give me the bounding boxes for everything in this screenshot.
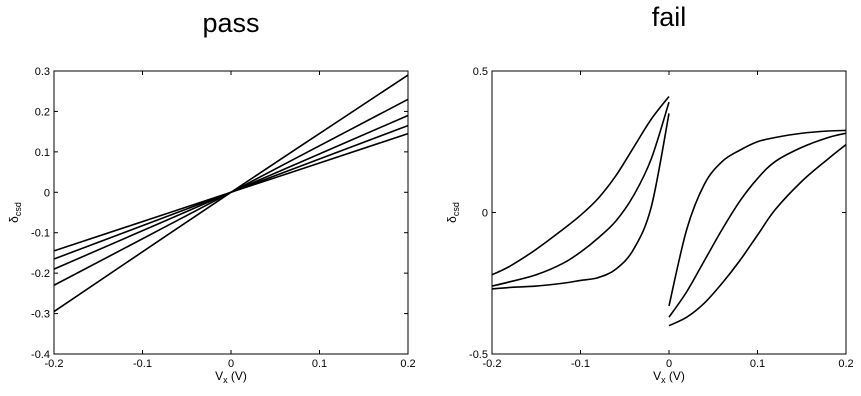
y-tick-label: 0 [482, 208, 488, 220]
x-axis-label: Vx (V) [215, 369, 247, 385]
chart-title: fail [652, 2, 687, 32]
x-axis-label: Vx (V) [653, 369, 685, 385]
x-axis-label-unit: (V) [231, 369, 247, 383]
x-axis-label-main: V [653, 369, 661, 383]
y-tick-label: -0.2 [31, 268, 50, 280]
y-tick-label: 0.1 [35, 147, 50, 159]
x-tick-label: 0.1 [312, 358, 327, 370]
series-line-4 [668, 129, 847, 307]
y-axis-label: δcsd [7, 202, 23, 223]
series-line-6 [668, 143, 847, 327]
x-axis-label-main: V [215, 369, 223, 383]
x-axis-label-unit: (V) [669, 369, 685, 383]
plot-frame [53, 70, 409, 355]
y-tick-label: -0.5 [469, 349, 488, 361]
chart-panel-pass: pass -0.2 -0.1 0 0.1 0.2 -0.4 -0.3 -0.2 -0.1 0 0.1 0… [7, 8, 416, 385]
y-axis-label-main: δ [7, 216, 21, 223]
y-tick-label: -0.1 [31, 228, 50, 240]
x-axis-label-sub: x [223, 375, 228, 385]
series-line-1 [491, 95, 670, 276]
x-axis-label-sub: x [661, 375, 666, 385]
y-tick-label: 0.3 [35, 66, 50, 78]
x-tick-label: -0.1 [571, 358, 590, 370]
x-tick-label: 0 [666, 358, 672, 370]
y-axis-label-sub: csd [13, 202, 23, 216]
series-line-1 [53, 74, 409, 313]
x-tick-label: 0 [228, 358, 234, 370]
series-line-3 [491, 113, 670, 290]
x-tick-label: 0.2 [838, 358, 853, 370]
plot-frame [491, 70, 847, 355]
y-tick-label: -0.4 [31, 349, 50, 361]
x-tick-label: -0.2 [45, 358, 64, 370]
chart-panel-fail: fail -0.2 -0.1 0 0.1 0.2 -0.5 0 0.5 Vx (V) δcsd [445, 2, 854, 385]
series-line-5 [668, 132, 847, 318]
series-line-5 [53, 132, 409, 252]
y-tick-label: 0.2 [35, 106, 50, 118]
y-tick-label: 0.5 [473, 66, 488, 78]
x-tick-label: 0.1 [750, 358, 765, 370]
y-tick-label: -0.3 [31, 309, 50, 321]
x-tick-label: -0.1 [133, 358, 152, 370]
chart-title: pass [202, 8, 259, 38]
y-axis-label: δcsd [445, 202, 461, 223]
series-line-2 [491, 101, 670, 287]
y-axis-label-main: δ [445, 216, 459, 223]
y-axis-label-sub: csd [451, 202, 461, 216]
x-tick-label: 0.2 [400, 358, 415, 370]
y-tick-label: 0 [44, 187, 50, 199]
x-tick-label: -0.2 [483, 358, 502, 370]
